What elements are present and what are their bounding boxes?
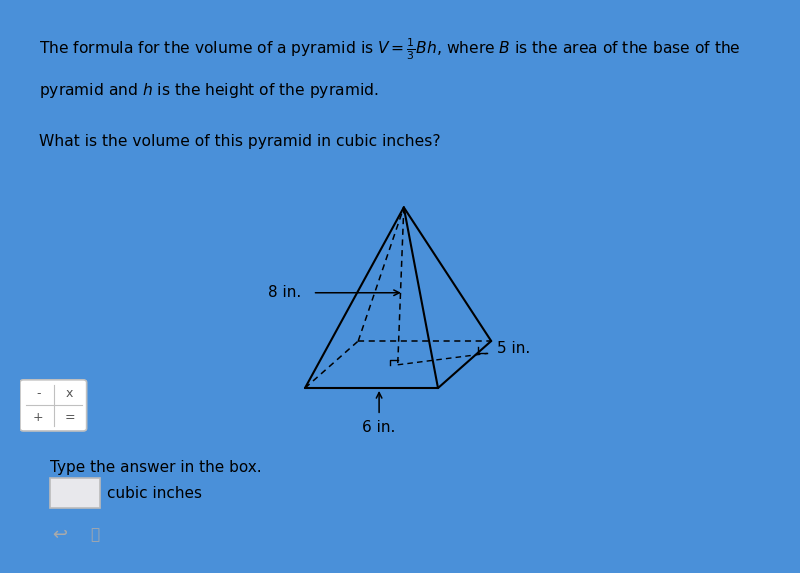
Text: -: - bbox=[36, 387, 41, 400]
Text: Type the answer in the box.: Type the answer in the box. bbox=[50, 460, 262, 475]
Text: pyramid and $h$ is the height of the pyramid.: pyramid and $h$ is the height of the pyr… bbox=[39, 81, 378, 100]
FancyBboxPatch shape bbox=[50, 478, 100, 508]
Text: What is the volume of this pyramid in cubic inches?: What is the volume of this pyramid in cu… bbox=[39, 134, 441, 149]
FancyBboxPatch shape bbox=[20, 380, 86, 431]
Text: =: = bbox=[64, 411, 75, 424]
Text: 🗑: 🗑 bbox=[90, 527, 99, 542]
Text: The formula for the volume of a pyramid is $V = \frac{1}{3}Bh$, where $B$ is the: The formula for the volume of a pyramid … bbox=[39, 36, 741, 61]
Text: x: x bbox=[66, 387, 74, 400]
Text: ↩: ↩ bbox=[52, 525, 67, 544]
Text: +: + bbox=[33, 411, 44, 424]
Text: cubic inches: cubic inches bbox=[107, 485, 202, 501]
Text: 8 in.: 8 in. bbox=[268, 285, 301, 300]
Text: 5 in.: 5 in. bbox=[498, 341, 530, 356]
Text: 6 in.: 6 in. bbox=[362, 420, 396, 435]
